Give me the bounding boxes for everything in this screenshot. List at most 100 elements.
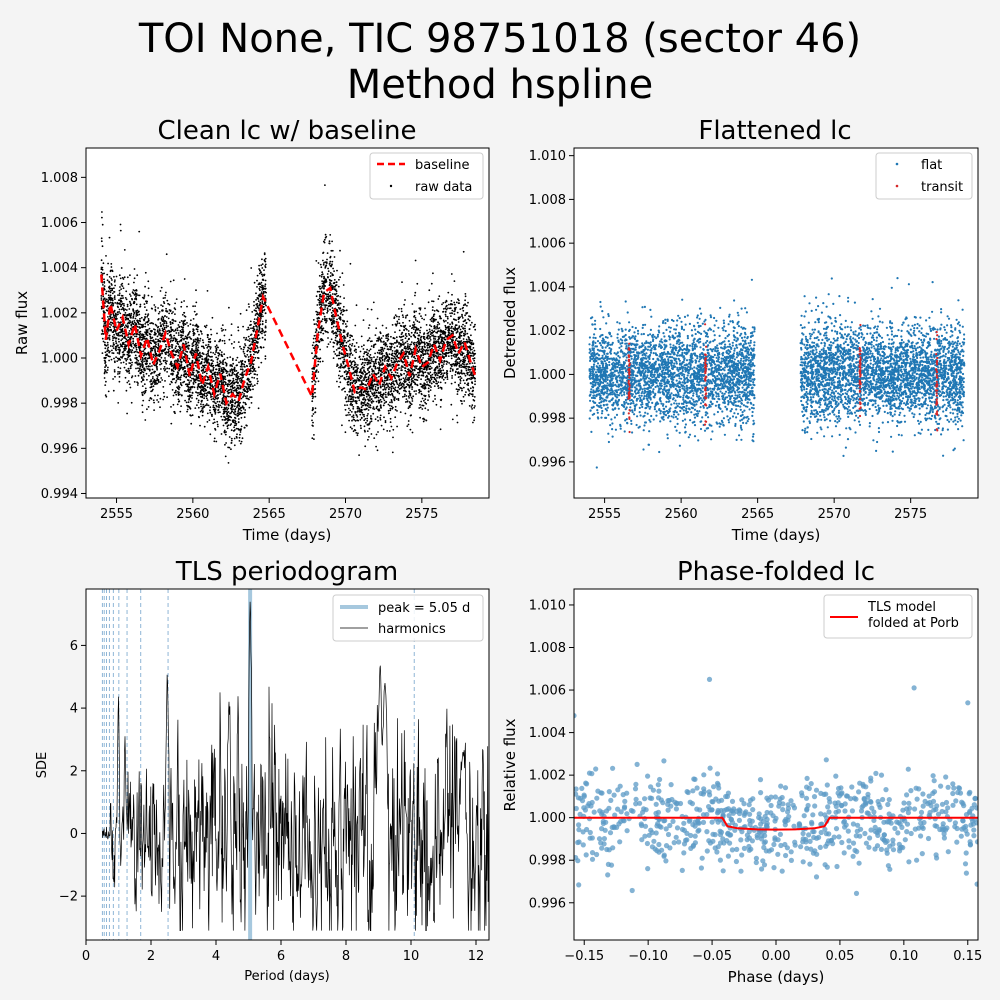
raw-data-point — [246, 354, 249, 356]
raw-data-point — [131, 361, 134, 364]
raw-data-point — [240, 364, 243, 366]
raw-data-point — [120, 339, 123, 342]
raw-data-point — [138, 369, 141, 371]
raw-data-point — [231, 365, 234, 368]
raw-data-point — [124, 340, 127, 343]
raw-data-point — [324, 184, 326, 187]
raw-data-point — [438, 365, 441, 368]
raw-data-point — [468, 374, 471, 377]
raw-data-point — [216, 361, 219, 364]
raw-data-point — [160, 304, 163, 306]
raw-data-point — [142, 350, 145, 352]
raw-data-point — [356, 407, 359, 410]
raw-data-point — [113, 280, 116, 283]
raw-data-point — [209, 346, 212, 348]
raw-data-point — [347, 411, 350, 414]
raw-data-point — [113, 310, 116, 313]
raw-data-point — [207, 358, 210, 361]
raw-data-point — [212, 369, 214, 372]
raw-data-point — [382, 392, 385, 395]
raw-data-point — [118, 289, 121, 292]
raw-data-point — [130, 312, 133, 315]
raw-data-point — [349, 352, 352, 355]
raw-data-point — [366, 348, 368, 351]
raw-data-point — [175, 376, 178, 379]
raw-data-point — [389, 417, 392, 420]
raw-data-point — [359, 424, 362, 427]
raw-data-point — [218, 371, 221, 374]
raw-data-point — [380, 393, 382, 396]
raw-data-point — [379, 391, 382, 394]
raw-data-point — [330, 249, 333, 252]
raw-data-point — [142, 371, 145, 374]
raw-data-point — [168, 303, 171, 306]
raw-data-point — [128, 308, 131, 310]
raw-data-point — [143, 294, 146, 296]
raw-data-point — [461, 317, 464, 319]
raw-data-point — [219, 411, 221, 414]
raw-data-point — [320, 338, 323, 340]
raw-data-point — [395, 398, 398, 400]
figure-title-line2: Method hspline — [347, 62, 654, 108]
raw-data-point — [133, 277, 136, 280]
raw-data-point — [108, 338, 111, 341]
raw-data-point — [403, 395, 406, 398]
raw-data-point — [398, 343, 400, 345]
raw-data-point — [396, 372, 399, 374]
raw-data-point — [157, 401, 160, 403]
raw-data-point — [115, 356, 117, 359]
raw-data-point — [359, 350, 362, 353]
raw-data-point — [444, 310, 447, 313]
raw-data-point — [237, 371, 240, 374]
raw-data-point — [264, 279, 267, 282]
raw-data-point — [364, 383, 366, 386]
raw-data-point — [124, 312, 127, 314]
raw-data-point — [250, 402, 253, 404]
raw-data-point — [447, 331, 450, 334]
raw-data-point — [210, 333, 213, 336]
raw-data-point — [446, 322, 449, 324]
raw-data-point — [321, 282, 324, 285]
raw-data-point — [333, 317, 335, 320]
raw-data-point — [259, 269, 261, 272]
raw-data-point — [446, 316, 449, 318]
raw-data-point — [134, 293, 137, 296]
raw-data-point — [424, 379, 427, 381]
raw-data-point — [216, 373, 219, 376]
raw-data-point — [396, 322, 399, 324]
raw-data-point — [227, 407, 230, 410]
raw-data-point — [227, 424, 230, 427]
raw-data-point — [244, 395, 247, 398]
raw-data-point — [265, 321, 267, 323]
raw-data-point — [454, 374, 457, 376]
raw-data-point — [253, 377, 256, 379]
raw-data-point — [170, 360, 173, 363]
raw-data-point — [377, 384, 379, 387]
raw-data-point — [151, 368, 154, 371]
raw-data-point — [318, 317, 321, 320]
raw-data-point — [406, 400, 409, 402]
raw-data-point — [121, 343, 124, 346]
raw-data-point — [238, 440, 241, 442]
raw-data-point — [244, 402, 247, 404]
raw-data-point — [353, 345, 356, 348]
raw-data-point — [338, 352, 341, 355]
raw-data-point — [368, 422, 371, 425]
raw-data-point — [235, 435, 238, 438]
raw-data-point — [171, 312, 173, 315]
raw-data-point — [404, 401, 407, 403]
raw-data-point — [451, 293, 453, 296]
raw-data-point — [413, 311, 416, 314]
raw-data-point — [103, 359, 106, 362]
raw-data-point — [155, 346, 158, 348]
raw-data-point — [469, 362, 471, 365]
raw-data-point — [154, 309, 157, 312]
raw-data-point — [172, 394, 175, 397]
raw-data-point — [174, 338, 177, 341]
raw-data-point — [236, 406, 238, 409]
raw-data-point — [433, 385, 436, 387]
raw-data-point — [196, 372, 199, 374]
raw-data-point — [203, 325, 206, 328]
raw-data-point — [419, 326, 422, 329]
raw-data-point — [249, 338, 251, 340]
